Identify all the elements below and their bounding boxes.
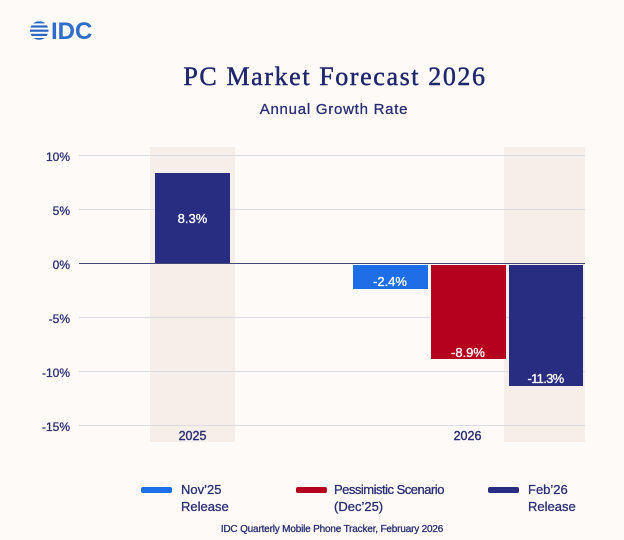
svg-text:IDC: IDC xyxy=(51,20,92,41)
